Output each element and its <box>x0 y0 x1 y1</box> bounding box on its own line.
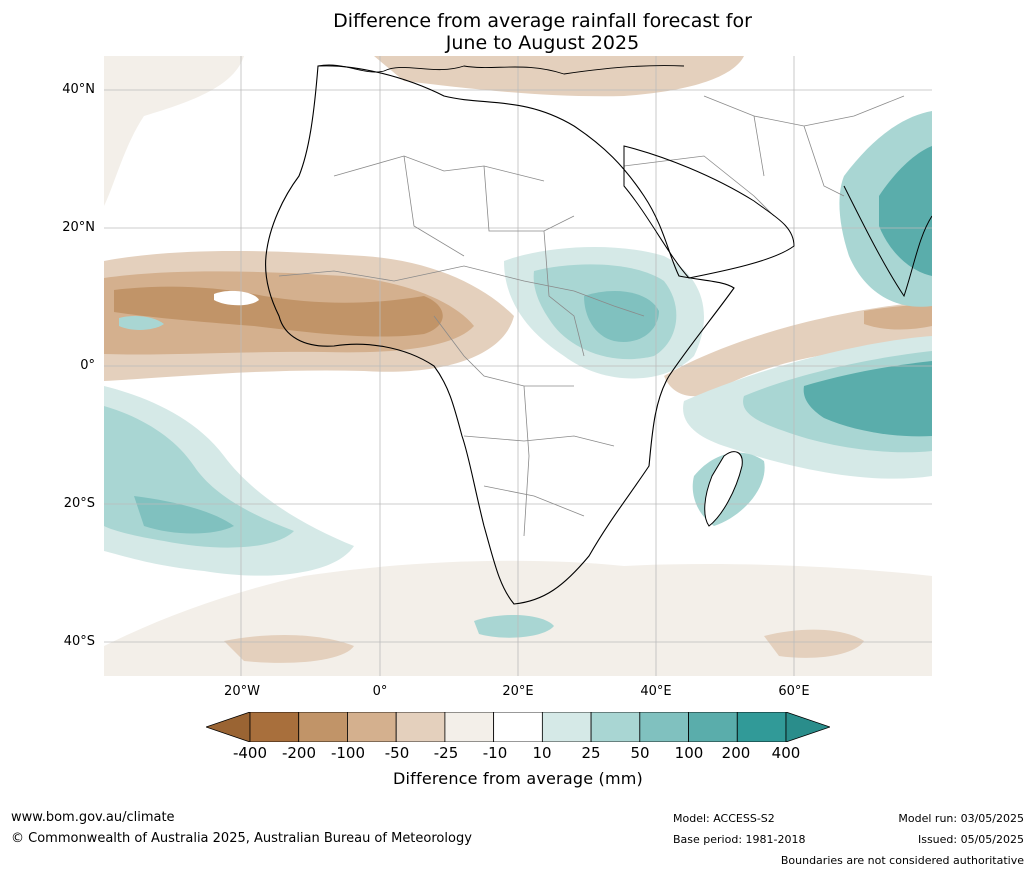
colorbar-cell <box>395 712 446 742</box>
europe-coast <box>317 64 685 75</box>
colorbar-cell <box>347 712 397 742</box>
africa-landmass <box>265 65 735 605</box>
lat-label-20s: 20°S <box>63 496 95 511</box>
footer-model: Model: ACCESS-S2 <box>673 812 775 825</box>
colorbar-cell <box>688 712 738 742</box>
lat-label-40n: 40°N <box>62 82 95 97</box>
wet-patch-central-africa-core <box>584 291 659 342</box>
border-east <box>573 290 645 317</box>
border-central-2 <box>543 230 585 357</box>
colorbar-cell <box>736 712 787 742</box>
lon-label-40e: 40°E <box>640 684 672 699</box>
colorbar-tick: -10 <box>482 744 508 762</box>
border-arabia <box>623 155 775 217</box>
footer-website[interactable]: www.bom.gov.au/climate <box>11 810 175 825</box>
colorbar-tick: 100 <box>674 744 704 762</box>
colorbar-cell <box>249 712 300 742</box>
border-central-1 <box>433 315 574 387</box>
wet-anomaly-areas <box>104 111 932 638</box>
map-title: Difference from average rainfall forecas… <box>0 10 1035 54</box>
colorbar-cell <box>639 712 689 742</box>
colorbar-label: Difference from average (mm) <box>393 769 643 788</box>
graticule <box>104 56 932 676</box>
colorbar-cell <box>298 712 348 742</box>
wet-patch-gulf-of-guinea <box>119 316 164 330</box>
wet-patch-south-atlantic-core <box>134 496 234 534</box>
border-sahara-2 <box>403 155 465 257</box>
lat-label-40s: 40°S <box>63 634 95 649</box>
lat-label-20n: 20°N <box>62 220 95 235</box>
border-sahara-1 <box>333 155 545 182</box>
wet-patch-indian-ocean-core <box>803 361 932 437</box>
country-borders <box>278 155 775 537</box>
colorbar-tick: 10 <box>532 744 552 762</box>
colorbar-low-arrow <box>206 712 251 742</box>
footer-model-run: Model run: 03/05/2025 <box>898 812 1024 825</box>
lon-label-60e: 60°E <box>778 684 810 699</box>
dry-patch-north-atlantic <box>104 56 244 206</box>
colorbar-tick: 50 <box>630 744 650 762</box>
footer-base-period: Base period: 1981-2018 <box>673 833 806 846</box>
middle-east-borders <box>703 95 905 197</box>
rainfall-anomaly-map <box>104 56 932 676</box>
footer-disclaimer: Boundaries are not considered authoritat… <box>780 854 1024 867</box>
colorbar-tick: -200 <box>281 744 317 762</box>
lon-label-20e: 20°E <box>502 684 534 699</box>
dry-patch-south-indian <box>764 629 864 658</box>
title-line-1: Difference from average rainfall forecas… <box>333 10 752 32</box>
colorbar-tick: 25 <box>581 744 601 762</box>
border-south-2 <box>483 485 585 517</box>
colorbar-cell <box>590 712 641 742</box>
wet-patch-bay-of-bengal-core <box>879 146 932 276</box>
colorbar-cell <box>541 712 592 742</box>
border-south-1 <box>463 435 615 447</box>
arabian-peninsula <box>623 145 795 279</box>
dry-band-west-africa-core <box>114 286 443 337</box>
colorbar-cell <box>444 712 495 742</box>
map-svg <box>104 56 932 676</box>
india-coast <box>843 185 932 298</box>
colorbar-tick: 200 <box>721 744 751 762</box>
colorbar <box>206 712 830 742</box>
wet-patch-south-of-africa <box>474 614 554 638</box>
colorbar-tick: -100 <box>330 744 366 762</box>
colorbar-tick: -25 <box>433 744 459 762</box>
dry-band-atlantic-white-hole <box>214 290 259 306</box>
dry-patch-arabian-sea <box>664 301 932 397</box>
border-sahel <box>278 265 575 292</box>
colorbar-cell <box>493 712 543 742</box>
colorbar-cells <box>249 712 787 742</box>
colorbar-tick: -400 <box>232 744 268 762</box>
border-south-3 <box>523 385 530 537</box>
footer-issued: Issued: 05/05/2025 <box>917 833 1024 846</box>
footer-copyright: © Commonwealth of Australia 2025, Austra… <box>11 831 472 846</box>
colorbar-tick: 400 <box>771 744 801 762</box>
colorbar-tick: -50 <box>384 744 410 762</box>
border-sahara-3 <box>483 165 575 232</box>
colorbar-high-arrow <box>785 712 830 742</box>
lon-label-0: 0° <box>372 684 388 699</box>
madagascar <box>704 451 743 527</box>
dry-patch-indian-ocean-east <box>864 305 932 330</box>
lon-label-20w: 20°W <box>224 684 260 699</box>
lat-label-0: 0° <box>80 358 95 373</box>
title-line-2: June to August 2025 <box>445 32 640 54</box>
